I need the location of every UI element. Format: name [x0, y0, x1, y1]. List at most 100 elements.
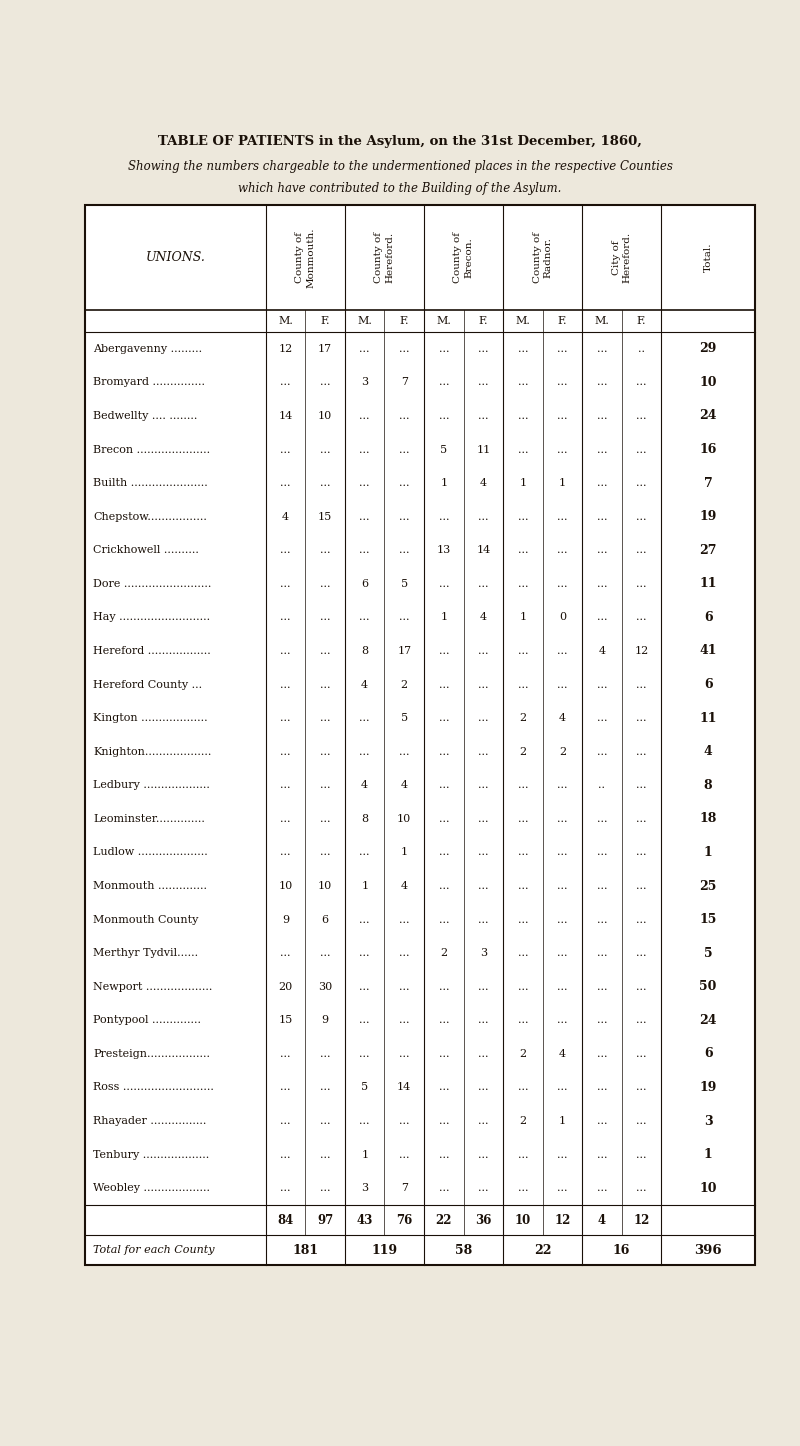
Text: ...: ... [438, 377, 449, 388]
Text: 1: 1 [704, 846, 713, 859]
Text: 5: 5 [361, 1083, 368, 1093]
Text: ...: ... [281, 444, 291, 454]
Text: ...: ... [359, 1015, 370, 1025]
Text: ...: ... [636, 746, 646, 756]
Text: Monmouth County: Monmouth County [93, 915, 198, 924]
Text: ...: ... [281, 949, 291, 959]
Text: 24: 24 [699, 1014, 717, 1027]
Text: 1: 1 [440, 479, 447, 489]
Text: 5: 5 [401, 713, 408, 723]
Text: 4: 4 [361, 680, 368, 690]
Text: ...: ... [557, 1083, 568, 1093]
Text: ...: ... [320, 1048, 330, 1058]
Text: ...: ... [438, 915, 449, 924]
Text: 29: 29 [699, 343, 717, 356]
Text: ...: ... [478, 1048, 489, 1058]
Text: ...: ... [320, 1116, 330, 1126]
Text: ...: ... [478, 1183, 489, 1193]
Text: ...: ... [597, 1116, 607, 1126]
Text: 15: 15 [699, 912, 717, 925]
Text: 6: 6 [322, 915, 329, 924]
Text: M.: M. [278, 317, 293, 325]
Text: M.: M. [436, 317, 451, 325]
Text: ...: ... [359, 746, 370, 756]
Text: ...: ... [320, 746, 330, 756]
Text: ...: ... [478, 377, 489, 388]
Text: ...: ... [597, 545, 607, 555]
Text: ...: ... [636, 949, 646, 959]
Text: Knighton...................: Knighton................... [93, 746, 211, 756]
Text: 76: 76 [396, 1213, 412, 1226]
Text: F.: F. [478, 317, 488, 325]
Text: ...: ... [557, 578, 568, 589]
Text: 25: 25 [699, 879, 717, 892]
Text: 58: 58 [455, 1244, 472, 1257]
Text: ...: ... [557, 512, 568, 522]
Text: 10: 10 [318, 411, 332, 421]
Text: Crickhowell ..........: Crickhowell .......... [93, 545, 199, 555]
Text: 2: 2 [519, 713, 526, 723]
Text: ...: ... [557, 1183, 568, 1193]
Text: ...: ... [281, 479, 291, 489]
Text: ...: ... [281, 646, 291, 656]
Text: ...: ... [518, 411, 528, 421]
Text: ...: ... [597, 915, 607, 924]
Text: ...: ... [438, 646, 449, 656]
Text: 10: 10 [699, 1181, 717, 1194]
Text: ...: ... [597, 713, 607, 723]
Text: ...: ... [438, 713, 449, 723]
Text: ...: ... [597, 746, 607, 756]
Text: ...: ... [320, 949, 330, 959]
Text: 13: 13 [437, 545, 451, 555]
Text: ...: ... [636, 982, 646, 992]
Text: 119: 119 [371, 1244, 398, 1257]
Text: ...: ... [636, 915, 646, 924]
Text: Rhayader ................: Rhayader ................ [93, 1116, 206, 1126]
Text: 22: 22 [534, 1244, 551, 1257]
Text: Dore .........................: Dore ......................... [93, 578, 211, 589]
Text: ...: ... [399, 344, 410, 354]
Text: ...: ... [478, 1116, 489, 1126]
Text: ...: ... [320, 713, 330, 723]
Text: 97: 97 [317, 1213, 334, 1226]
Text: ...: ... [597, 1048, 607, 1058]
Text: 4: 4 [282, 512, 290, 522]
Text: ...: ... [518, 781, 528, 791]
Text: ...: ... [636, 545, 646, 555]
Text: ...: ... [399, 1150, 410, 1160]
Text: Newport ...................: Newport ................... [93, 982, 212, 992]
Text: ...: ... [636, 881, 646, 891]
Text: 2: 2 [401, 680, 408, 690]
Text: 1: 1 [361, 1150, 368, 1160]
Text: ...: ... [597, 814, 607, 824]
Text: 1: 1 [440, 613, 447, 622]
Text: ...: ... [399, 1116, 410, 1126]
Text: 16: 16 [613, 1244, 630, 1257]
Text: ...: ... [597, 613, 607, 622]
Text: Brecon .....................: Brecon ..................... [93, 444, 210, 454]
Text: 4: 4 [480, 613, 487, 622]
Text: Ledbury ...................: Ledbury ................... [93, 781, 210, 791]
Text: ...: ... [557, 1150, 568, 1160]
Text: Bromyard ...............: Bromyard ............... [93, 377, 205, 388]
Text: ...: ... [518, 982, 528, 992]
Text: ...: ... [478, 1015, 489, 1025]
Text: 396: 396 [694, 1244, 722, 1257]
Text: 14: 14 [278, 411, 293, 421]
Text: ...: ... [359, 1048, 370, 1058]
Text: Total.: Total. [704, 243, 713, 272]
Text: ...: ... [557, 646, 568, 656]
Text: ...: ... [359, 1116, 370, 1126]
Text: 9: 9 [282, 915, 290, 924]
Text: 50: 50 [699, 980, 717, 993]
Text: 10: 10 [318, 881, 332, 891]
Text: ...: ... [320, 814, 330, 824]
Text: 181: 181 [292, 1244, 318, 1257]
Text: 43: 43 [357, 1213, 373, 1226]
Text: ...: ... [518, 881, 528, 891]
Text: ...: ... [597, 1150, 607, 1160]
Text: 30: 30 [318, 982, 332, 992]
Text: ...: ... [438, 1183, 449, 1193]
Text: M.: M. [594, 317, 610, 325]
Text: 14: 14 [476, 545, 490, 555]
